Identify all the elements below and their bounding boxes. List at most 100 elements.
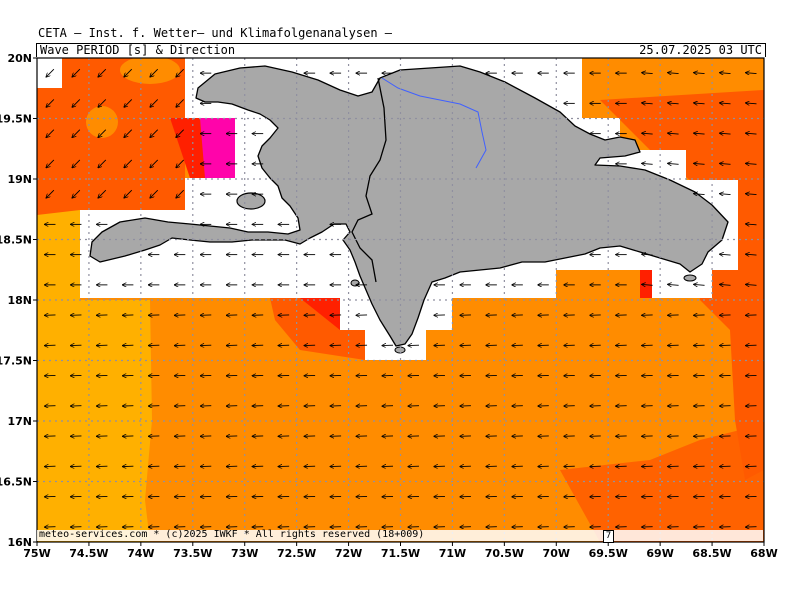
period-band-high-nw: [37, 58, 185, 215]
lon-tick-label: 72.5W: [277, 547, 316, 560]
period-band-max: [200, 118, 235, 178]
wave-direction-arrow-icon: [668, 163, 679, 164]
wave-direction-arrow-icon: [720, 103, 731, 104]
graticule: [37, 58, 764, 542]
wave-direction-arrow-icon: [46, 159, 55, 168]
wave-direction-arrow-icon: [72, 68, 81, 77]
period-spot-mid-2: [120, 58, 180, 84]
lat-tick-label: 20N: [7, 52, 32, 65]
wave-direction-arrow-icon: [694, 163, 705, 164]
hispaniola-land: [89, 65, 729, 347]
wave-direction-arrow-icon: [98, 129, 107, 138]
period-band-low: [37, 205, 152, 542]
wave-direction-arrow-icon: [746, 73, 757, 74]
wave-direction-arrow-icon: [720, 194, 731, 195]
wave-direction-arrow-icon: [694, 133, 705, 134]
lat-tick-label: 17.5N: [0, 355, 32, 368]
subtitle-bar: Wave PERIOD [s] & Direction 25.07.2025 0…: [36, 43, 766, 57]
wave-direction-arrow-icon: [642, 163, 653, 164]
lon-tick-label: 74.5W: [69, 547, 108, 560]
lon-tick-label: 70.5W: [485, 547, 524, 560]
wave-direction-arrow-icon: [642, 73, 653, 74]
credit-bar: meteo-services.com * (c)2025 IWKF * All …: [37, 529, 763, 541]
wave-direction-arrow-icon: [642, 284, 653, 285]
wave-direction-arrow-icon: [720, 73, 731, 74]
wave-direction-arrow-icon: [746, 133, 757, 134]
wave-direction-arrow-icon: [720, 133, 731, 134]
lon-tick-label: 69W: [646, 547, 673, 560]
wave-direction-arrow-icon: [668, 103, 679, 104]
wave-direction-arrows: [44, 68, 757, 527]
chart-title: CETA — Inst. f. Wetter— und Klimafolgena…: [38, 26, 393, 40]
wave-direction-arrow-icon: [720, 284, 731, 285]
border-line: [351, 77, 387, 283]
valid-time: 25.07.2025 03 UTC: [639, 43, 762, 57]
wave-direction-arrow-icon: [98, 189, 107, 198]
wave-direction-arrow-icon: [124, 68, 133, 77]
lon-tick-label: 75W: [23, 547, 50, 560]
copyright-credit: meteo-services.com * (c)2025 IWKF * All …: [39, 529, 425, 540]
river-line: [381, 77, 487, 169]
wave-direction-arrow-icon: [642, 254, 653, 255]
wave-direction-arrow-icon: [746, 103, 757, 104]
wave-direction-arrow-icon: [72, 189, 81, 198]
wave-direction-arrow-icon: [176, 99, 185, 107]
lon-tick-label: 70W: [543, 547, 570, 560]
lon-tick-label: 74W: [127, 547, 154, 560]
wave-direction-arrow-icon: [746, 194, 757, 195]
wave-direction-arrow-icon: [694, 73, 705, 74]
wave-direction-arrow-icon: [746, 163, 757, 164]
lon-tick-label: 71.5W: [381, 547, 420, 560]
lat-tick-label: 19.5N: [0, 113, 32, 126]
wave-direction-arrow-icon: [98, 159, 107, 168]
wave-direction-arrow-icon: [46, 99, 55, 107]
wave-direction-arrow-icon: [746, 284, 757, 285]
scale-box: 7: [603, 530, 614, 543]
axis-ticks: 75W 74.5W 74W 73.5W 73W 72.5W 72W 71.5W 71W 70.5W…: [0, 52, 778, 560]
lon-tick-label: 71W: [439, 547, 466, 560]
wave-direction-arrow-icon: [668, 133, 679, 134]
wave-direction-arrow-icon: [176, 189, 185, 198]
wave-direction-arrow-icon: [668, 284, 679, 285]
lat-tick-label: 17N: [7, 415, 32, 428]
lat-tick-label: 18.5N: [0, 234, 32, 247]
wave-direction-arrow-icon: [668, 73, 679, 74]
chart-subtitle: Wave PERIOD [s] & Direction: [40, 43, 236, 57]
saona-island: [683, 274, 697, 282]
lon-tick-label: 73W: [231, 547, 258, 560]
wave-direction-arrow-icon: [694, 103, 705, 104]
wave-direction-arrow-icon: [720, 163, 731, 164]
wave-direction-arrow-icon: [150, 189, 159, 198]
wave-direction-arrow-icon: [150, 68, 159, 77]
wave-direction-arrow-icon: [72, 129, 81, 138]
wave-direction-arrow-icon: [642, 133, 653, 134]
lat-tick-label: 19N: [7, 173, 32, 186]
wave-direction-arrow-icon: [150, 159, 159, 168]
wave-direction-arrow-icon: [720, 254, 731, 255]
period-spot-mid: [86, 106, 118, 138]
wave-direction-arrow-icon: [746, 254, 757, 255]
wave-direction-arrow-icon: [150, 129, 159, 138]
lon-tick-label: 69.5W: [589, 547, 628, 560]
wave-direction-arrow-icon: [98, 68, 107, 77]
wave-direction-arrow-icon: [176, 129, 185, 138]
wave-direction-arrow-icon: [124, 129, 133, 138]
lat-tick-label: 16N: [7, 536, 32, 549]
wave-direction-arrow-icon: [124, 189, 133, 198]
wave-direction-arrow-icon: [46, 189, 55, 198]
wave-direction-arrow-icon: [642, 103, 653, 104]
gonave-island: [236, 192, 266, 210]
wave-direction-arrow-icon: [46, 129, 55, 138]
wave-direction-arrow-icon: [694, 194, 705, 195]
wave-direction-arrow-icon: [124, 159, 133, 168]
wave-direction-arrow-icon: [176, 159, 185, 168]
wave-direction-arrow-icon: [694, 284, 705, 285]
wave-direction-arrow-icon: [124, 99, 133, 107]
wave-direction-arrow-icon: [746, 224, 757, 225]
lon-tick-label: 72W: [335, 547, 362, 560]
lat-tick-label: 18N: [7, 294, 32, 307]
lon-tick-label: 73.5W: [173, 547, 212, 560]
wave-direction-arrow-icon: [46, 68, 55, 77]
wave-direction-arrow-icon: [150, 99, 159, 107]
